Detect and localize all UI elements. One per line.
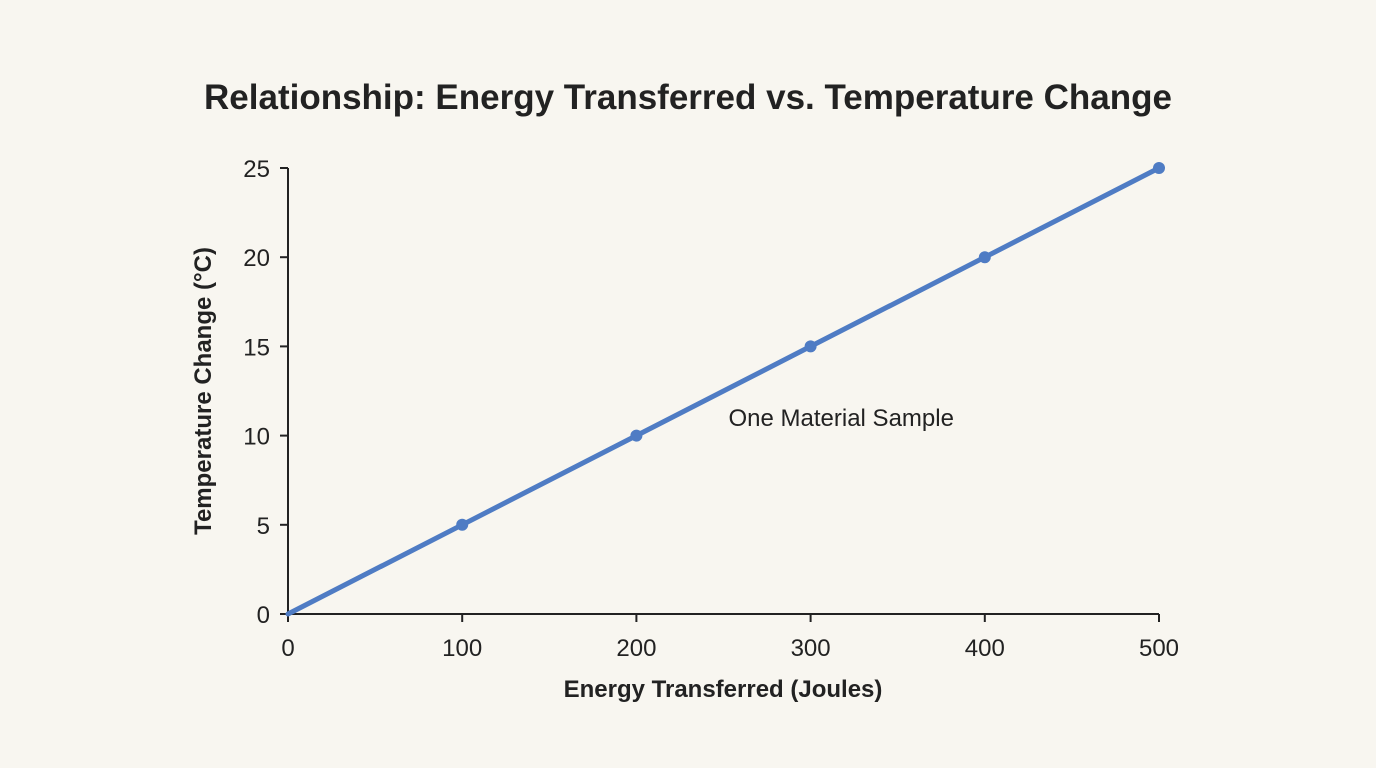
x-tick-label: 500 (1139, 635, 1179, 662)
x-tick-label: 400 (965, 635, 1005, 662)
y-tick-label: 15 (243, 334, 270, 361)
data-point (1153, 162, 1165, 174)
x-tick-label: 300 (791, 635, 831, 662)
series-line (285, 165, 1162, 617)
x-tick-label: 0 (281, 635, 294, 662)
y-tick-label: 25 (243, 156, 270, 183)
chart-title: Relationship: Energy Transferred vs. Tem… (204, 78, 1172, 117)
data-point (804, 340, 817, 353)
ticks: 0 100 200 300 400 500 0 5 10 15 20 25 (243, 156, 1179, 662)
x-tick-label: 100 (442, 635, 482, 662)
annotations: One Material Sample (729, 405, 954, 432)
y-tick-label: 20 (243, 245, 270, 272)
y-axis-label: Temperature Change (°C) (190, 247, 217, 535)
data-point (630, 429, 643, 442)
x-axis-label: Energy Transferred (Joules) (564, 676, 883, 703)
series-marks (285, 162, 1165, 617)
x-tick-label: 200 (616, 635, 656, 662)
series-annotation: One Material Sample (729, 405, 954, 432)
y-tick-label: 0 (257, 602, 270, 629)
y-tick-label: 5 (257, 513, 270, 540)
axes (287, 168, 1159, 615)
data-point (978, 251, 991, 264)
y-tick-label: 10 (243, 424, 270, 451)
data-point (456, 518, 469, 531)
